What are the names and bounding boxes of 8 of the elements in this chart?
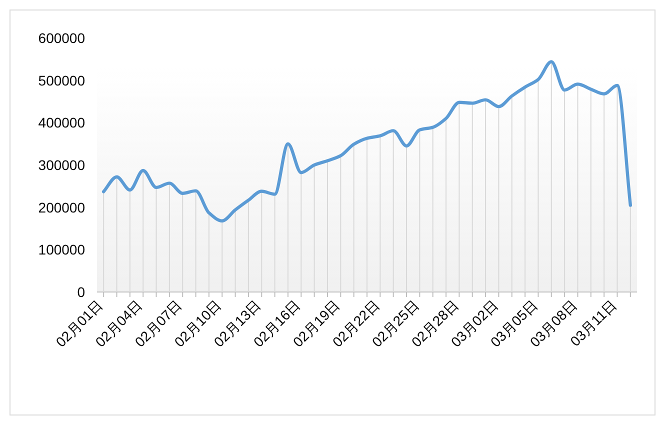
y-tick-label: 400000 (38, 114, 86, 131)
y-tick-label: 300000 (38, 157, 86, 173)
y-tick-label: 100000 (38, 242, 86, 258)
y-tick-label: 500000 (38, 72, 86, 88)
y-tick-label: 0 (77, 284, 86, 300)
y-tick-label: 600000 (38, 30, 86, 46)
y-tick-label: 200000 (38, 199, 86, 216)
line-series (102, 60, 632, 222)
